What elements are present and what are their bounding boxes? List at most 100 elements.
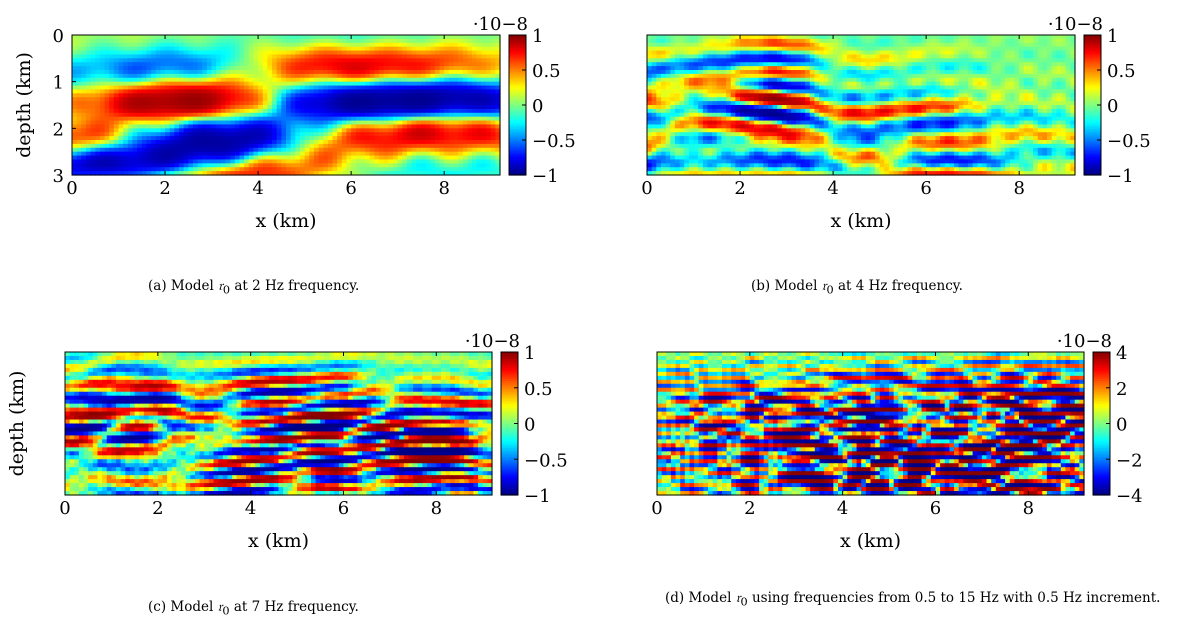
heatmap-cell	[169, 124, 175, 129]
heatmap-cell	[183, 46, 189, 52]
heatmap-cell	[183, 120, 189, 126]
heatmap-cell	[791, 167, 797, 172]
heatmap-cell	[688, 93, 695, 98]
heatmap-cell	[323, 155, 329, 161]
heatmap-cell	[397, 151, 403, 157]
heatmap-cell	[220, 140, 227, 145]
heatmap-cell	[323, 77, 329, 83]
heatmap-cell	[299, 140, 306, 145]
heatmap-cell	[76, 151, 82, 157]
heatmap-cell	[299, 155, 306, 161]
colorbar-step	[509, 148, 526, 152]
colorbar-step	[509, 140, 526, 143]
heatmap-cell	[309, 58, 315, 63]
heatmap-cell	[137, 143, 143, 149]
heatmap-cell	[726, 112, 732, 118]
heatmap-cell	[712, 62, 718, 67]
heatmap-cell	[833, 116, 839, 122]
heatmap-cell	[165, 159, 171, 164]
heatmap-cell	[160, 163, 166, 168]
heatmap-cell	[402, 101, 408, 106]
heatmap-cell	[313, 35, 320, 40]
heatmap-cell	[411, 116, 417, 122]
heatmap-cell	[420, 147, 427, 153]
heatmap-cell	[313, 120, 320, 126]
heatmap-cell	[767, 93, 774, 98]
heatmap-cell	[837, 66, 843, 71]
heatmap-cell	[754, 155, 760, 161]
heatmap-cell	[660, 112, 667, 118]
heatmap-cell	[276, 155, 282, 161]
heatmap-cell	[795, 97, 802, 102]
heatmap-cell	[411, 97, 417, 102]
heatmap-cell	[225, 155, 231, 161]
heatmap-cell	[448, 50, 455, 56]
heatmap-cell	[76, 120, 82, 126]
heatmap-cell	[712, 77, 718, 83]
heatmap-cell	[481, 124, 487, 129]
heatmap-cell	[267, 38, 273, 44]
heatmap-cell	[758, 167, 764, 172]
heatmap-cell	[763, 105, 769, 110]
heatmap-cell	[323, 159, 329, 164]
heatmap-cell	[444, 73, 450, 79]
heatmap-cell	[244, 171, 250, 176]
heatmap-cell	[137, 151, 143, 157]
heatmap-cell	[239, 151, 245, 157]
heatmap-cell	[360, 81, 366, 87]
heatmap-cell	[805, 89, 811, 94]
heatmap-cell	[430, 70, 436, 75]
heatmap-cell	[304, 73, 310, 79]
heatmap-cell	[847, 73, 853, 79]
heatmap-cell	[369, 155, 375, 161]
heatmap-cell	[286, 120, 292, 126]
heatmap-cell	[327, 155, 334, 161]
heatmap-cell	[495, 105, 501, 110]
heatmap-cell	[388, 120, 394, 126]
heatmap-cell	[304, 70, 310, 75]
heatmap-cell	[847, 120, 853, 126]
heatmap-cell	[137, 58, 143, 63]
heatmap-cell	[660, 136, 667, 141]
heatmap-cell	[118, 62, 124, 67]
heatmap-cell	[202, 97, 208, 102]
heatmap-cell	[716, 159, 723, 164]
heatmap-cell	[726, 171, 732, 176]
heatmap-cell	[716, 58, 723, 63]
heatmap-cell	[481, 81, 487, 87]
heatmap-cell	[698, 112, 704, 118]
heatmap-cell	[355, 73, 362, 79]
heatmap-cell	[833, 97, 839, 102]
heatmap-cell	[85, 120, 92, 126]
heatmap-cell	[679, 38, 685, 44]
heatmap-cell	[169, 85, 175, 91]
heatmap-cell	[388, 105, 394, 110]
heatmap-cell	[486, 93, 492, 98]
heatmap-cell	[707, 42, 713, 48]
heatmap-cell	[290, 77, 296, 83]
heatmap-cell	[847, 101, 853, 106]
heatmap-cell	[656, 163, 662, 168]
heatmap-cell	[109, 105, 115, 110]
heatmap-cell	[355, 66, 362, 71]
heatmap-cell	[202, 116, 208, 122]
heatmap-cell	[90, 46, 96, 52]
heatmap-cell	[272, 58, 278, 63]
heatmap-cell	[295, 85, 301, 91]
heatmap-cell	[420, 50, 427, 56]
heatmap-cell	[379, 66, 385, 71]
heatmap-cell	[290, 124, 296, 129]
heatmap-cell	[434, 81, 441, 87]
heatmap-cell	[211, 70, 217, 75]
heatmap-cell	[472, 108, 478, 114]
heatmap-cell	[81, 73, 87, 79]
heatmap-cell	[262, 58, 268, 63]
heatmap-cell	[216, 77, 222, 83]
heatmap-cell	[707, 120, 713, 126]
heatmap-cell	[95, 151, 101, 157]
heatmap-cell	[369, 73, 375, 79]
heatmap-cell	[837, 124, 843, 129]
heatmap-cell	[674, 85, 681, 91]
heatmap-cell	[660, 101, 667, 106]
heatmap-cell	[360, 97, 366, 102]
